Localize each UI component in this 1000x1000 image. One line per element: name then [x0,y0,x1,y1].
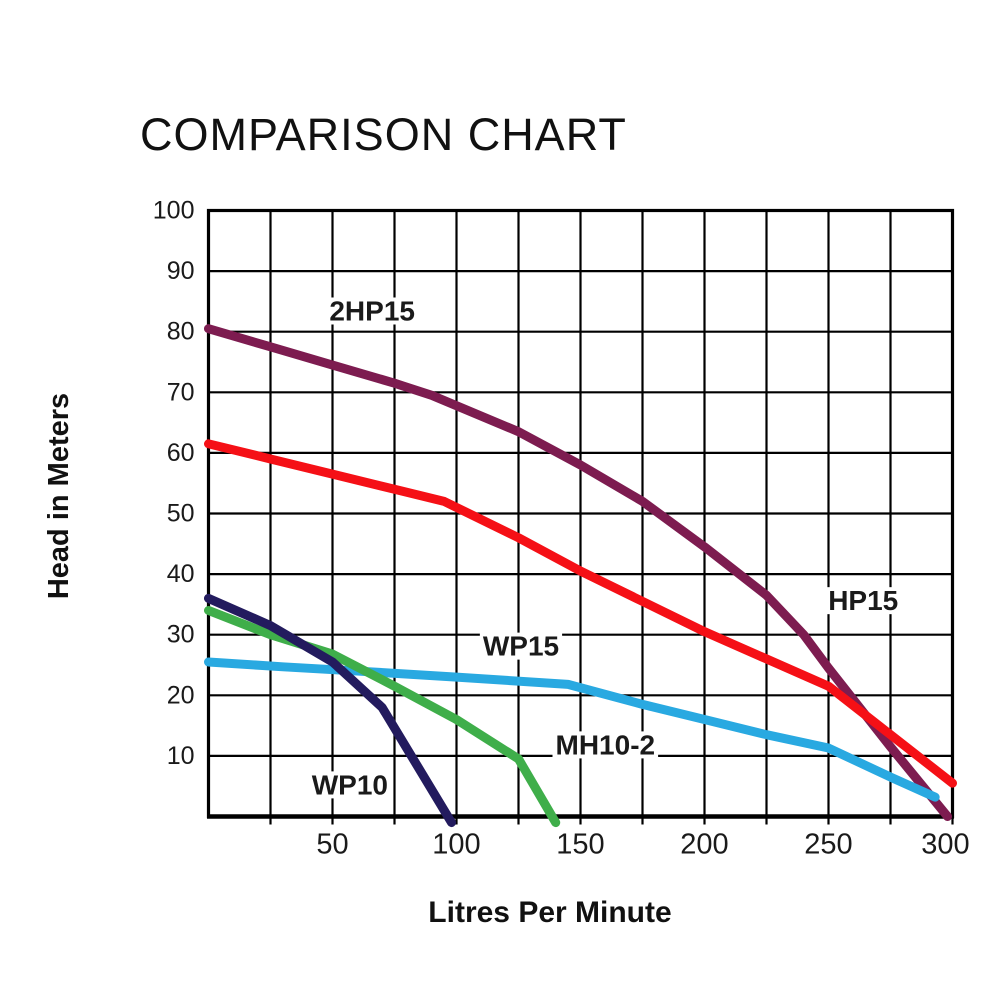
series-label-background [308,771,391,799]
x-tick-label: 100 [432,829,480,861]
tick-layer: 10 20 30 40 50 60 70 80 90 100 50 100 150 200 250 300 [153,197,970,861]
x-tick-label: 250 [804,829,852,861]
y-tick-label: 70 [167,378,195,406]
series-curve-MH10-2 [204,605,561,828]
series-label-layer: 2HP15 HP15 WP15 MH10-2 WP10 [308,295,902,800]
x-tick-label: 50 [316,829,348,861]
y-tick-label: 50 [167,500,195,528]
series-label-background [479,632,563,660]
series-label-MH10-2: MH10-2 [556,729,656,760]
series-label-background [552,731,659,759]
x-tick-label: 200 [680,829,728,861]
series-curve-WP10 [204,593,457,828]
series-label-WP15: WP15 [483,631,559,662]
page-title: COMPARISON CHART [140,109,627,160]
x-tick-label: 150 [556,829,604,861]
y-tick-label: 60 [167,439,195,467]
series-layer [204,324,957,828]
y-tick-label: 30 [167,621,195,649]
y-tick-label: 20 [167,681,195,709]
y-axis-title: Head in Meters [43,393,75,599]
grid-layer [208,209,954,817]
x-tick-label: 300 [921,829,969,861]
y-tick-label: 90 [167,257,195,285]
y-tick-label: 10 [167,742,195,770]
series-label-background [326,297,418,325]
series-label-WP10: WP10 [312,769,388,800]
series-curve-2HP15 [204,324,953,821]
series-label-2HP15: 2HP15 [329,295,415,326]
series-label-HP15: HP15 [828,585,898,616]
y-tick-label: 40 [167,560,195,588]
series-curve-HP15 [204,439,957,788]
series-curve-WP15 [204,657,940,802]
x-axis-title: Litres Per Minute [428,896,671,929]
series-label-background [825,587,902,615]
y-tick-label: 80 [167,318,195,346]
y-tick-label: 100 [153,197,195,225]
